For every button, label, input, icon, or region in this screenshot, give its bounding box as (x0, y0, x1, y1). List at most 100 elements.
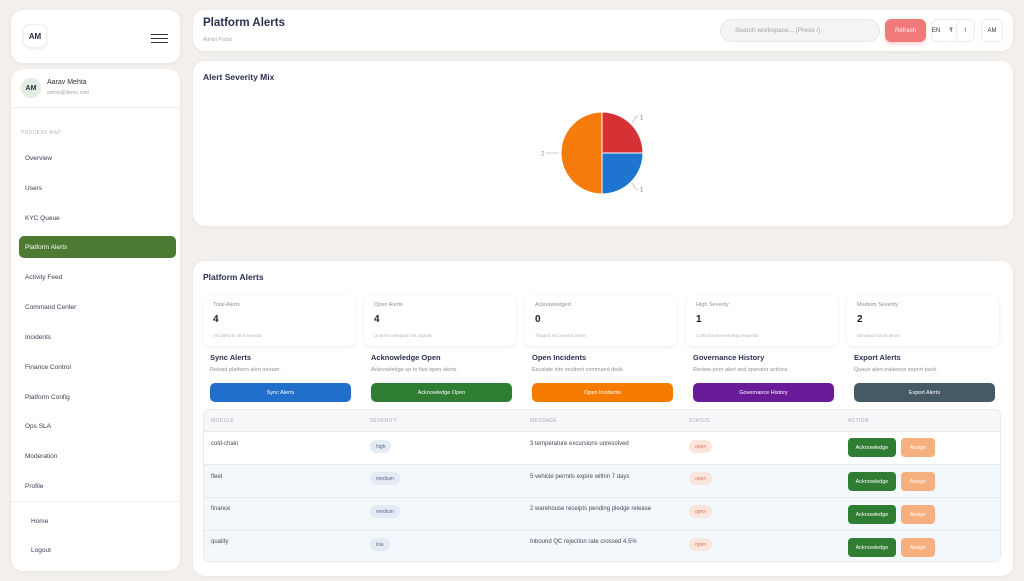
stat-value: 0 (535, 314, 541, 325)
sidebar-item-platform-config[interactable]: Platform Config (25, 393, 70, 401)
acknowledge-button[interactable]: Acknowledge (848, 472, 896, 491)
status-badge: open (689, 440, 713, 453)
sidebar-item-moderation[interactable]: Moderation (25, 452, 58, 460)
assign-button[interactable]: Assign (901, 472, 935, 491)
pie-value-label: 2 (541, 151, 545, 158)
table-row: fleet medium 5 vehicle permits expire wi… (204, 465, 1000, 498)
assign-button[interactable]: Assign (901, 538, 935, 557)
brand-card: AM (11, 10, 180, 63)
stat-open-alerts: Open Alerts 4 Unacknowledged risk signal… (364, 296, 516, 346)
status-badge: open (689, 538, 713, 551)
message-cell: 2 warehouse receipts pending pledge rele… (530, 506, 652, 512)
column-header-status: STATUS (689, 418, 710, 424)
sidebar-item-incidents[interactable]: Incidents (25, 333, 52, 341)
alerts-table: MODULE SEVERITY MESSAGE STATUS ACTION co… (203, 409, 1001, 562)
avatar: AM (21, 78, 41, 98)
stat-desc: Unacknowledged risk signals (374, 333, 433, 338)
acknowledge-button[interactable]: Acknowledge (848, 438, 896, 457)
logout-link[interactable]: Logout (31, 547, 51, 554)
sidebar-item-ops-sla[interactable]: Ops SLA (25, 422, 52, 430)
assign-button[interactable]: Assign (901, 505, 935, 524)
column-header-message: MESSAGE (530, 418, 557, 424)
message-cell: 5 vehicle permits expire within 7 days (530, 474, 630, 480)
page-title: Platform Alerts (203, 17, 286, 29)
action-acknowledge-open: Acknowledge Open Acknowledge up to five … (371, 353, 516, 402)
pie-slice-high (601, 111, 644, 154)
export-alerts-button[interactable]: Export Alerts (854, 383, 995, 402)
page-subtitle: Admin Portal (203, 37, 232, 43)
table-row: quality low Inbound QC rejection rate cr… (204, 531, 1000, 561)
action-sync-alerts: Sync Alerts Reload platform alert stream… (210, 353, 355, 402)
sidebar: AM Aarav Mehta admin@demo.com PROCESS MA… (11, 69, 180, 571)
section-label: PROCESS MAP (21, 130, 61, 136)
sidebar-item-activity-feed[interactable]: Activity Feed (25, 273, 63, 281)
page-header: Platform Alerts Admin Portal Search work… (193, 10, 1013, 51)
module-cell: cold-chain (211, 441, 239, 447)
action-desc: Queue alert evidence export pack. (854, 367, 938, 373)
pie-leader-line (632, 183, 639, 190)
action-title: Governance History (693, 353, 765, 362)
sidebar-item-command-center[interactable]: Command Center (25, 303, 77, 311)
chart-title: Alert Severity Mix (203, 72, 275, 82)
stat-acknowledged: Acknowledged 0 Triaged and owned alerts (525, 296, 677, 346)
sidebar-item-overview[interactable]: Overview (25, 154, 53, 162)
governance-history-button[interactable]: Governance History (693, 383, 834, 402)
language-button[interactable]: EN (931, 19, 941, 42)
assign-button[interactable]: Assign (901, 438, 935, 457)
sidebar-item-kyc-queue[interactable]: KYC Queue (25, 214, 60, 222)
message-cell: Inbound QC rejection rate crossed 4.5% (530, 539, 637, 545)
currency-button[interactable]: ₹ (949, 28, 953, 34)
alert-button[interactable]: ! (956, 19, 975, 42)
column-header-module: MODULE (211, 418, 235, 424)
module-cell: finance (211, 506, 231, 512)
stat-total-alerts: Total Alerts 4 All platform alert record… (203, 296, 355, 346)
brand-logo: AM (23, 24, 47, 48)
stat-label: Medium Severity (857, 302, 898, 308)
sidebar-item-profile[interactable]: Profile (25, 482, 44, 490)
menu-icon[interactable] (151, 34, 168, 43)
stat-value: 4 (213, 314, 219, 325)
acknowledge-button[interactable]: Acknowledge (848, 538, 896, 557)
profile-button[interactable]: AM (981, 19, 1003, 42)
severity-badge: medium (370, 472, 400, 485)
acknowledge-button[interactable]: Acknowledge (848, 505, 896, 524)
stat-desc: All platform alert records (213, 333, 262, 338)
severity-badge: high (370, 440, 392, 453)
divider (11, 107, 180, 108)
stat-label: Open Alerts (374, 302, 403, 308)
stat-value: 2 (857, 314, 863, 325)
sync-alerts-button[interactable]: Sync Alerts (210, 383, 351, 402)
action-title: Acknowledge Open (371, 353, 441, 362)
action-export-alerts: Export Alerts Queue alert evidence expor… (854, 353, 999, 402)
pie-value-label: 1 (640, 114, 644, 121)
column-header-action: ACTION (848, 418, 869, 424)
column-header-severity: SEVERITY (370, 418, 398, 424)
module-cell: fleet (211, 474, 223, 480)
search-input[interactable]: Search workspace... (Press /) (720, 19, 880, 42)
pie-value-label: 1 (640, 187, 644, 194)
action-title: Open Incidents (532, 353, 587, 362)
home-link[interactable]: Home (31, 518, 49, 525)
stat-label: Acknowledged (535, 302, 571, 308)
sidebar-item-platform-alerts[interactable]: Platform Alerts (19, 236, 176, 258)
sidebar-item-users[interactable]: Users (25, 184, 42, 192)
severity-badge: low (370, 538, 390, 551)
pie-slice-medium (560, 111, 603, 195)
status-badge: open (689, 505, 713, 518)
open-incidents-button[interactable]: Open Incidents (532, 383, 673, 402)
stat-value: 4 (374, 314, 380, 325)
stat-desc: Elevated watch items (857, 333, 900, 338)
refresh-button[interactable]: Refresh (885, 19, 926, 42)
module-cell: quality (211, 539, 229, 545)
stat-label: Total Alerts (213, 302, 240, 308)
stat-medium-severity: Medium Severity 2 Elevated watch items (847, 296, 999, 346)
section-title: Platform Alerts (203, 272, 264, 282)
severity-pie-chart: 1 1 2 (541, 111, 644, 195)
acknowledge-open-button[interactable]: Acknowledge Open (371, 383, 512, 402)
severity-badge: medium (370, 505, 400, 518)
severity-chart-card: Alert Severity Mix 1 1 2 (193, 61, 1013, 226)
action-title: Export Alerts (854, 353, 901, 362)
table-header: MODULE SEVERITY MESSAGE STATUS ACTION (204, 410, 1000, 432)
sidebar-item-finance-control[interactable]: Finance Control (25, 363, 71, 371)
message-cell: 3 temperature excursions unresolved (530, 441, 629, 447)
